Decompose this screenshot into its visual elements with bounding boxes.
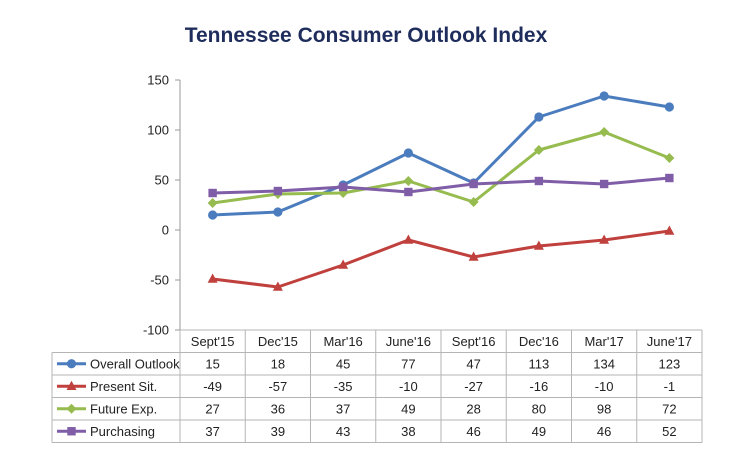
- data-point: [533, 145, 544, 155]
- x-tick-label: Sept'15: [191, 334, 235, 349]
- table-value: 18: [271, 356, 285, 371]
- data-point: [534, 112, 544, 122]
- x-tick-label: Dec'15: [258, 334, 298, 349]
- data-point: [273, 186, 283, 196]
- x-tick-label: Mar'16: [323, 334, 362, 349]
- table-value: 72: [662, 401, 676, 416]
- x-tick-label: Dec'16: [519, 334, 559, 349]
- table-value: -10: [399, 379, 418, 394]
- y-tick-label: -50: [150, 273, 169, 288]
- table-value: -10: [595, 379, 614, 394]
- plot-area: [207, 91, 675, 291]
- table-value: 46: [466, 424, 480, 439]
- data-point: [534, 176, 544, 186]
- series-present-sit: [207, 225, 675, 291]
- legend-entry: Future Exp.: [90, 401, 157, 416]
- table-value: 77: [401, 356, 415, 371]
- table-value: -16: [529, 379, 548, 394]
- table-value: -57: [268, 379, 287, 394]
- table-value: 15: [205, 356, 219, 371]
- data-point: [338, 182, 348, 192]
- table-value: 38: [401, 424, 415, 439]
- table-value: 52: [662, 424, 676, 439]
- table-value: 123: [659, 356, 681, 371]
- data-point: [207, 198, 218, 208]
- series-purchasing: [208, 173, 674, 198]
- legend-entry: Purchasing: [90, 424, 155, 439]
- x-tick-label: June'17: [647, 334, 692, 349]
- legend-swatch-marker: [66, 359, 77, 369]
- table-value: -35: [334, 379, 353, 394]
- legend-entry: Overall Outlook: [90, 356, 180, 371]
- data-point: [404, 187, 413, 197]
- data-point: [207, 273, 218, 283]
- data-point: [273, 207, 283, 217]
- table-value: 49: [532, 424, 546, 439]
- series-overall-outlook: [208, 91, 674, 220]
- legend-swatch-marker: [67, 427, 76, 436]
- data-point: [338, 259, 349, 269]
- series-line: [212, 130, 670, 205]
- data-table: Sept'15 Dec'15 Mar'16 June'16 Sept'16 Dec'16 M…: [51, 329, 703, 443]
- table-value: 37: [336, 401, 350, 416]
- y-tick-label: -100: [143, 323, 169, 338]
- data-point: [468, 197, 479, 207]
- table-value: 113: [529, 356, 550, 371]
- data-point: [599, 234, 610, 244]
- table-value: 28: [466, 401, 480, 416]
- table-value: 39: [271, 424, 285, 439]
- data-point: [599, 179, 609, 189]
- table-value: 36: [271, 401, 285, 416]
- table-value: 37: [205, 424, 219, 439]
- table-value: -1: [664, 379, 676, 394]
- table-value: 45: [336, 356, 350, 371]
- data-point: [403, 234, 414, 244]
- data-point: [272, 281, 283, 291]
- series-line: [212, 229, 670, 289]
- legend-swatch-marker: [66, 380, 77, 391]
- x-tick-label: Sept'16: [452, 334, 496, 349]
- table-value: 46: [597, 424, 611, 439]
- data-point: [664, 225, 675, 235]
- legend-entry: Present Sit.: [90, 379, 157, 394]
- y-tick-label: 150: [147, 73, 169, 88]
- table-value: 43: [336, 424, 350, 439]
- table-value: -49: [203, 379, 222, 394]
- table-value: 27: [205, 401, 219, 416]
- series-line: [212, 176, 670, 195]
- data-point: [533, 240, 544, 250]
- data-point: [469, 179, 478, 189]
- table-value: 98: [597, 401, 611, 416]
- data-point: [208, 188, 217, 198]
- table-value: -27: [464, 379, 483, 394]
- x-tick-label: June'16: [386, 334, 431, 349]
- data-point: [403, 176, 414, 186]
- chart-title: Tennessee Consumer Outlook Index: [185, 24, 548, 47]
- data-point: [664, 153, 675, 163]
- data-point: [468, 251, 479, 261]
- table-value: 80: [532, 401, 546, 416]
- data-point: [403, 148, 413, 158]
- data-point: [599, 91, 609, 101]
- data-point: [599, 127, 610, 137]
- series-line: [212, 94, 670, 217]
- table-value: 49: [401, 401, 415, 416]
- y-axis: 150 100 50 0 -50 -100: [143, 73, 181, 338]
- y-tick-label: 50: [155, 173, 169, 188]
- x-tick-label: Mar'17: [584, 334, 623, 349]
- legend-swatch-marker: [66, 403, 77, 414]
- y-tick-label: 0: [162, 223, 169, 238]
- table-value: 47: [466, 356, 480, 371]
- data-point: [665, 173, 674, 183]
- data-point: [208, 210, 218, 220]
- data-point: [664, 102, 674, 112]
- y-tick-label: 100: [147, 123, 169, 138]
- table-value: 134: [593, 356, 615, 371]
